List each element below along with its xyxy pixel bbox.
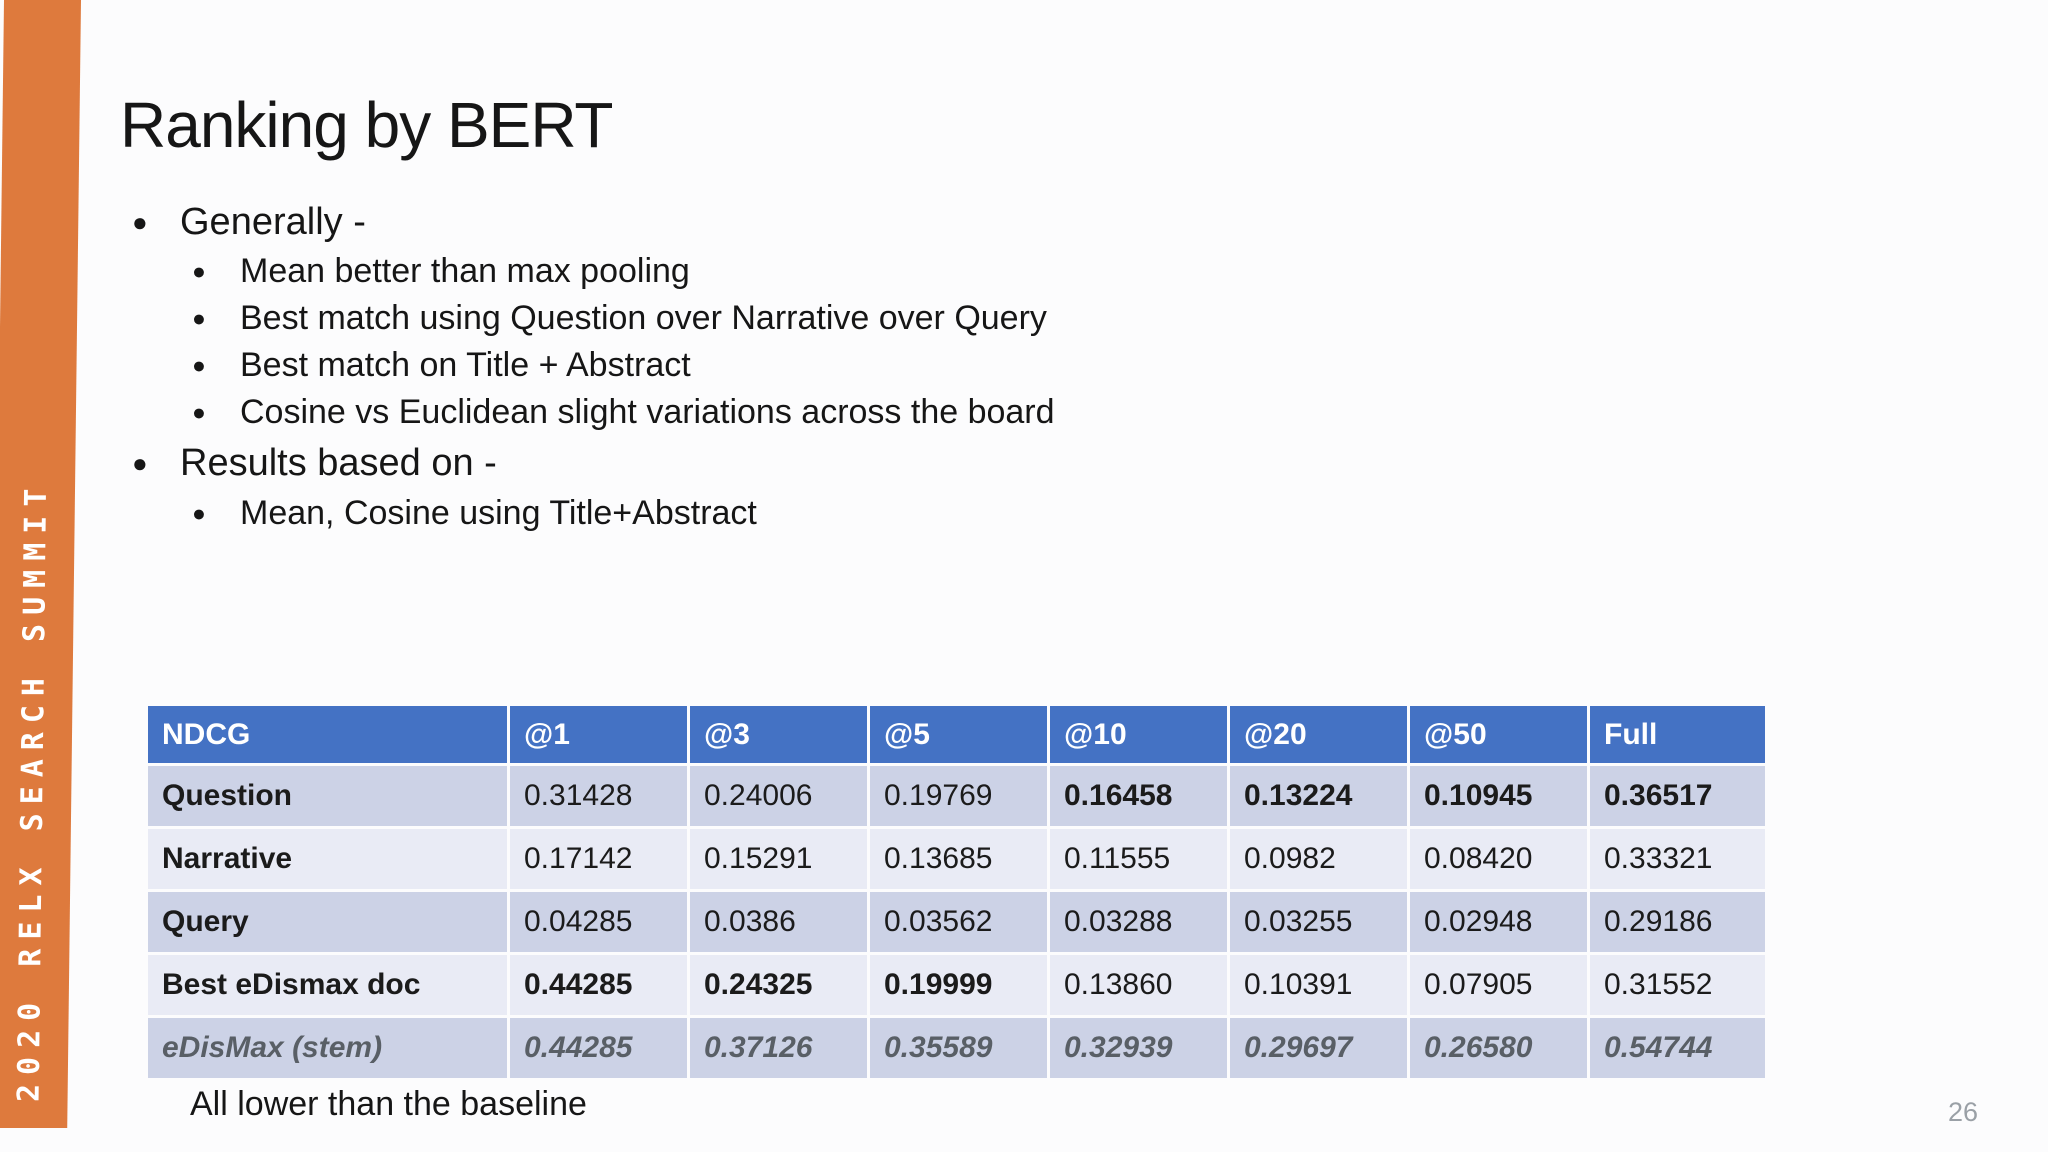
metric-value: 0.13685 <box>867 826 1050 892</box>
footnote-text: All lower than the baseline <box>190 1085 587 1123</box>
metric-value: 0.54744 <box>1587 1015 1768 1081</box>
table-header-row: NDCG @1 @3 @5 @10 @20 @50 Full <box>145 703 1768 766</box>
bullet-icon: ● <box>192 500 206 526</box>
table-row: eDisMax (stem) 0.44285 0.37126 0.35589 0.329… <box>145 1015 1768 1081</box>
row-label: Narrative <box>145 826 510 892</box>
table-body: Question 0.31428 0.24006 0.19769 0.16458 0.13… <box>145 763 1768 1081</box>
column-header: @50 <box>1407 703 1590 766</box>
bullet-icon: ● <box>132 447 148 478</box>
metric-value: 0.26580 <box>1407 1015 1590 1081</box>
table-row: Query 0.04285 0.0386 0.03562 0.03288 0.03255 0… <box>145 889 1768 955</box>
metric-value: 0.0982 <box>1227 826 1410 892</box>
metric-value: 0.08420 <box>1407 826 1590 892</box>
column-header: NDCG <box>145 703 510 766</box>
bullet-item: ● Generally - <box>120 196 1620 248</box>
metric-value: 0.19769 <box>867 763 1050 829</box>
metric-value: 0.19999 <box>867 952 1050 1018</box>
table-row: Best eDismax doc 0.44285 0.24325 0.19999 0.1… <box>145 952 1768 1018</box>
bullet-item: ● Best match using Question over Narrati… <box>120 295 1620 342</box>
metric-value: 0.10945 <box>1407 763 1590 829</box>
metric-value: 0.36517 <box>1587 763 1768 829</box>
bullet-text: Best match on Title + Abstract <box>240 346 691 384</box>
column-header: @1 <box>507 703 690 766</box>
event-ribbon: 2020 RELX SEARCH SUMMIT <box>0 0 82 1128</box>
metric-value: 0.07905 <box>1407 952 1590 1018</box>
event-ribbon-label: 2020 RELX SEARCH SUMMIT <box>11 479 55 1102</box>
column-header: @20 <box>1227 703 1410 766</box>
metric-value: 0.24006 <box>687 763 870 829</box>
metric-value: 0.16458 <box>1047 763 1230 829</box>
metric-value: 0.31552 <box>1587 952 1768 1018</box>
metric-value: 0.04285 <box>507 889 690 955</box>
metric-value: 0.0386 <box>687 889 870 955</box>
metric-value: 0.24325 <box>687 952 870 1018</box>
metric-value: 0.13860 <box>1047 952 1230 1018</box>
metric-value: 0.29697 <box>1227 1015 1410 1081</box>
metric-value: 0.15291 <box>687 826 870 892</box>
row-label: Question <box>145 763 510 829</box>
bullet-text: Best match using Question over Narrative… <box>240 299 1047 337</box>
metric-value: 0.31428 <box>507 763 690 829</box>
metric-value: 0.10391 <box>1227 952 1410 1018</box>
metric-value: 0.03288 <box>1047 889 1230 955</box>
bullet-item: ● Results based on - <box>120 436 1620 490</box>
column-header: @5 <box>867 703 1050 766</box>
bullet-item: ● Mean, Cosine using Title+Abstract <box>120 490 1620 537</box>
bullet-text: Mean better than max pooling <box>240 252 690 290</box>
bullet-icon: ● <box>192 258 206 284</box>
bullet-text: Cosine vs Euclidean slight variations ac… <box>240 393 1055 431</box>
table-row: Narrative 0.17142 0.15291 0.13685 0.11555 0.0… <box>145 826 1768 892</box>
column-header: @3 <box>687 703 870 766</box>
metric-value: 0.29186 <box>1587 889 1768 955</box>
page-number: 26 <box>1947 1097 1978 1127</box>
bullet-text: Generally - <box>180 200 366 243</box>
bullet-icon: ● <box>192 399 206 425</box>
bullet-item: ● Mean better than max pooling <box>120 248 1620 295</box>
row-label: Query <box>145 889 510 955</box>
metric-value: 0.13224 <box>1227 763 1410 829</box>
bullet-icon: ● <box>192 352 206 378</box>
ndcg-results-table: NDCG @1 @3 @5 @10 @20 @50 Full Question 0.31428 0… <box>145 703 1768 1081</box>
bullet-icon: ● <box>132 206 148 237</box>
metric-value: 0.44285 <box>507 952 690 1018</box>
metric-value: 0.03255 <box>1227 889 1410 955</box>
metric-value: 0.33321 <box>1587 826 1768 892</box>
bullet-list: ● Generally - ● Mean better than max poo… <box>120 196 1620 537</box>
metric-value: 0.35589 <box>867 1015 1050 1081</box>
column-header: @10 <box>1047 703 1230 766</box>
metric-value: 0.02948 <box>1407 889 1590 955</box>
bullet-icon: ● <box>192 305 206 331</box>
metric-value: 0.32939 <box>1047 1015 1230 1081</box>
row-label: Best eDismax doc <box>145 952 510 1018</box>
bullet-text: Mean, Cosine using Title+Abstract <box>240 494 757 532</box>
metric-value: 0.03562 <box>867 889 1050 955</box>
bullet-item: ● Cosine vs Euclidean slight variations … <box>120 389 1620 436</box>
metric-value: 0.11555 <box>1047 826 1230 892</box>
row-label: eDisMax (stem) <box>145 1015 510 1081</box>
bullet-text: Results based on - <box>180 441 497 484</box>
metric-value: 0.17142 <box>507 826 690 892</box>
bullet-item: ● Best match on Title + Abstract <box>120 342 1620 389</box>
metric-value: 0.44285 <box>507 1015 690 1081</box>
column-header: Full <box>1587 703 1768 766</box>
page-title: Ranking by BERT <box>120 89 613 161</box>
metric-value: 0.37126 <box>687 1015 870 1081</box>
table-row: Question 0.31428 0.24006 0.19769 0.16458 0.13… <box>145 763 1768 829</box>
